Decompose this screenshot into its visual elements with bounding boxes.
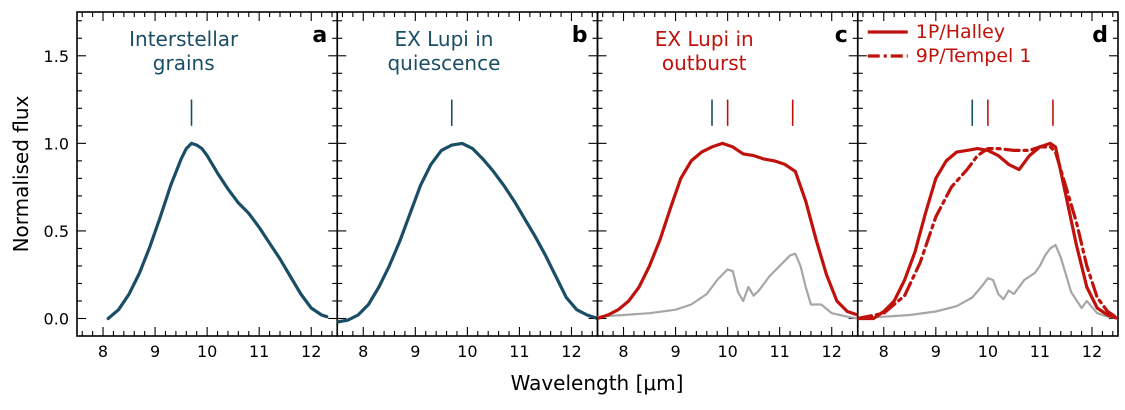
y-tick-label: 0.0 (44, 309, 69, 328)
series-line-interstellar-grains (106, 141, 329, 321)
x-tick-label: 11 (1030, 342, 1050, 361)
x-tick-label: 8 (358, 342, 368, 361)
x-tick-label: 8 (618, 342, 628, 361)
series-line-ex-lupi-in-outburst (597, 141, 858, 321)
x-tick-label: 11 (769, 342, 789, 361)
x-tick-label: 10 (197, 342, 217, 361)
panel-title-line: EX Lupi in (655, 27, 754, 51)
x-tick-label: 12 (301, 342, 321, 361)
series-line-model (857, 243, 1118, 320)
panel-letter: b (572, 23, 588, 48)
y-tick-label: 1.0 (44, 134, 69, 153)
x-tick-label: 12 (822, 342, 842, 361)
x-tick-label: 10 (978, 342, 998, 361)
panel-title-line: EX Lupi in (394, 27, 493, 51)
x-tick-label: 9 (410, 342, 420, 361)
x-tick-label: 8 (879, 342, 889, 361)
series-line-model (597, 252, 858, 320)
x-tick-label: 8 (98, 342, 108, 361)
series-line-1p-halley (857, 141, 1118, 321)
panel-title-line: quiescence (387, 51, 500, 75)
panel-title-line: Interstellar (129, 27, 239, 51)
x-tick-label: 12 (561, 342, 581, 361)
y-tick-label: 0.5 (44, 222, 69, 241)
x-tick-label: 10 (717, 342, 737, 361)
legend-label: 9P/Tempel 1 (916, 45, 1032, 67)
panel-data (857, 141, 1118, 321)
series-line-ex-lupi-in-quiescence (337, 141, 598, 324)
panel-letter: a (312, 23, 327, 48)
panel-letter: c (835, 23, 848, 48)
panel-title-line: outburst (662, 51, 747, 75)
x-tick-label: 9 (931, 342, 941, 361)
x-tick-label: 10 (457, 342, 477, 361)
y-tick-label: 1.5 (44, 47, 69, 66)
x-tick-label: 11 (509, 342, 529, 361)
panel-title-line: grains (153, 51, 215, 75)
panel-data (597, 141, 858, 321)
y-axis-title: Normalised flux (9, 95, 33, 252)
x-tick-label: 12 (1082, 342, 1102, 361)
x-tick-label: 9 (150, 342, 160, 361)
panel-letter: d (1092, 23, 1108, 48)
x-tick-label: 9 (670, 342, 680, 361)
legend-label: 1P/Halley (916, 21, 1005, 43)
panel-data (337, 141, 598, 324)
series-line-9p-tempel-1 (857, 145, 1118, 321)
x-axis-title: Wavelength [μm] (511, 371, 684, 395)
x-tick-label: 11 (249, 342, 269, 361)
panel-data (106, 141, 329, 321)
